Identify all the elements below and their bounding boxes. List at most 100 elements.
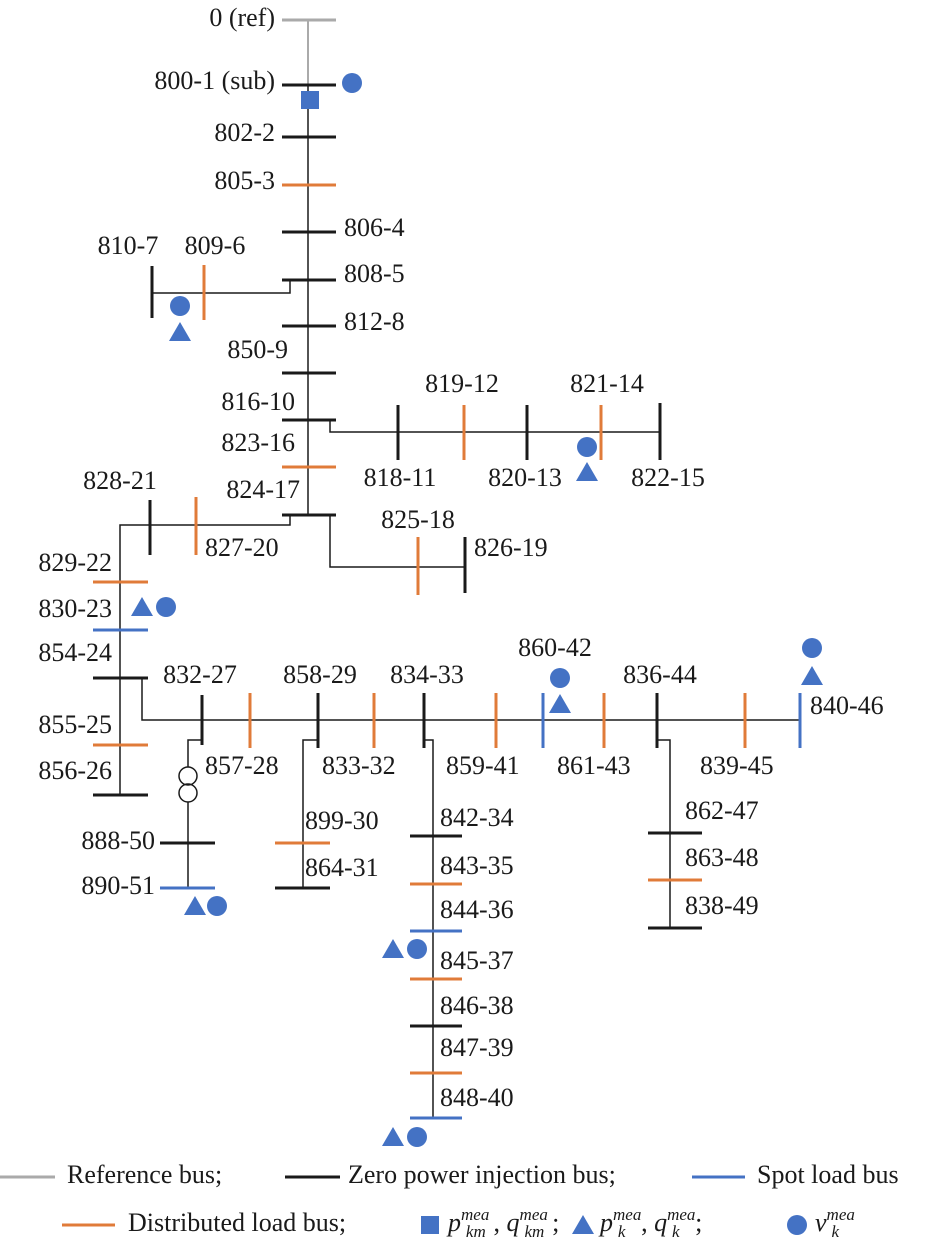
bus-label: 861-43: [557, 751, 631, 780]
legend-label: Reference bus;: [67, 1160, 222, 1189]
transformer-coil: [178, 766, 198, 786]
bus-label: 824-17: [226, 475, 300, 504]
transformer-coil: [178, 783, 198, 803]
bus-label: 858-29: [283, 660, 357, 689]
bus-label: 820-13: [488, 463, 562, 492]
legend-label: Zero power injection bus;: [348, 1160, 616, 1189]
bus-label: 839-45: [700, 751, 774, 780]
flow-meter: [301, 91, 319, 109]
bus-label: 843-35: [440, 851, 514, 880]
bus-label: 827-20: [205, 533, 279, 562]
legend-math: vmea k: [815, 1205, 855, 1241]
voltage-meter: [156, 597, 176, 617]
bus-label: 833-32: [322, 751, 396, 780]
bus-label: 845-37: [440, 946, 514, 975]
bus-label: 890-51: [81, 871, 155, 900]
voltage-meter: [550, 668, 570, 688]
voltage-meter: [170, 296, 190, 316]
injection-meter: [169, 322, 191, 341]
math-sup: mea: [667, 1205, 695, 1224]
bus-label: 830-23: [38, 594, 112, 623]
voltage-meter: [342, 73, 362, 93]
bus-label: 840-46: [810, 691, 884, 720]
bus-label: 823-16: [221, 428, 295, 457]
flow-meter: [421, 1216, 439, 1234]
math-sup: mea: [520, 1205, 548, 1224]
bus-label: 826-19: [474, 533, 548, 562]
bus-label: 805-3: [214, 166, 275, 195]
bus-label: 859-41: [446, 751, 520, 780]
bus-label: 864-31: [305, 853, 379, 882]
bus-label: 809-6: [185, 231, 246, 260]
bus-label: 836-44: [623, 660, 697, 689]
bus-label: 838-49: [685, 891, 759, 920]
bus-label: 806-4: [344, 213, 405, 242]
math-base: q: [654, 1208, 667, 1237]
bus-label: 818-11: [364, 463, 437, 492]
voltage-meter: [407, 1127, 427, 1147]
feeder-wires: [119, 85, 800, 1118]
injection-meter: [576, 462, 598, 481]
bus-label: 899-30: [305, 806, 379, 835]
bus-label: 850-9: [227, 335, 288, 364]
bus-label: 855-25: [38, 710, 112, 739]
bus-label: 842-34: [440, 803, 514, 832]
injection-meter: [131, 597, 153, 616]
injection-meter: [549, 694, 571, 713]
voltage-meter: [802, 638, 822, 658]
bus-label: 857-28: [205, 751, 279, 780]
legend-label: Distributed load bus;: [128, 1208, 346, 1237]
bus-label: 812-8: [344, 307, 405, 336]
injection-meter: [382, 1127, 404, 1146]
bus-label: 800-1 (sub): [154, 66, 275, 95]
math-sup: mea: [827, 1205, 855, 1224]
bus-label: 846-38: [440, 991, 514, 1020]
math-sub: km: [466, 1222, 486, 1241]
legend-math: pmea km, qmea km;: [446, 1205, 559, 1241]
bus-label: 0 (ref): [209, 3, 275, 32]
bus-label: 848-40: [440, 1083, 514, 1112]
bus-label: 821-14: [570, 369, 644, 398]
bus-label: 822-15: [631, 463, 705, 492]
math-sub: k: [618, 1222, 626, 1241]
math-sub: k: [672, 1222, 680, 1241]
math-base: p: [598, 1208, 613, 1237]
math-sup: mea: [613, 1205, 641, 1224]
math-sub: km: [524, 1222, 544, 1241]
voltage-meter: [577, 437, 597, 457]
math-sub: k: [831, 1222, 839, 1241]
injection-meter: [572, 1215, 594, 1234]
legend-label: Spot load bus: [757, 1160, 899, 1189]
math-sep: ,: [641, 1208, 654, 1237]
bus-label: 854-24: [38, 638, 112, 667]
bus-label: 828-21: [83, 466, 157, 495]
bus-label: 844-36: [440, 895, 514, 924]
bus-label: 856-26: [38, 756, 112, 785]
bus-label: 810-7: [98, 231, 159, 260]
injection-meter: [382, 939, 404, 958]
bus-label: 847-39: [440, 1033, 514, 1062]
bus-label: 863-48: [685, 843, 759, 872]
voltage-meter: [407, 939, 427, 959]
bus-label: 802-2: [214, 118, 275, 147]
bus-label: 808-5: [344, 259, 405, 288]
math-base: q: [507, 1208, 520, 1237]
injection-meter: [801, 666, 823, 685]
math-sep: ,: [494, 1208, 507, 1237]
bus-label: 819-12: [425, 369, 499, 398]
bus-label: 825-18: [381, 505, 455, 534]
bus-label: 832-27: [163, 660, 237, 689]
math-sup: mea: [461, 1205, 489, 1224]
math-sep: ;: [552, 1208, 559, 1237]
voltage-meter: [787, 1215, 807, 1235]
bus-label: 888-50: [81, 826, 155, 855]
math-base: p: [446, 1208, 461, 1237]
bus-label: 862-47: [685, 796, 759, 825]
math-sep: ;: [695, 1208, 702, 1237]
legend-math: pmea k, qmea k;: [598, 1205, 702, 1241]
bus-label: 860-42: [518, 633, 592, 662]
injection-meter: [184, 896, 206, 915]
bus-label: 816-10: [221, 387, 295, 416]
math-base: v: [815, 1208, 827, 1237]
